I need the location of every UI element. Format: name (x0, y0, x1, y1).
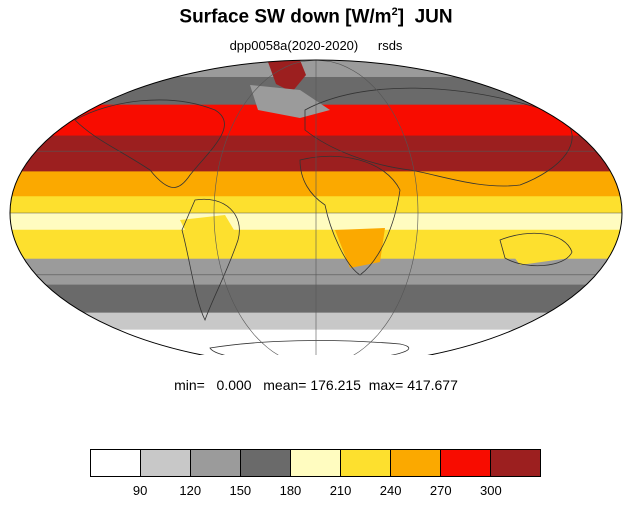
australia-coast (499, 232, 573, 267)
title-exponent: 2 (391, 6, 398, 18)
colorbar-label-0: 90 (132, 483, 148, 498)
title-month: JUN (414, 6, 453, 28)
title-close-bracket: ] (397, 6, 405, 28)
colorbar-box-8 (491, 450, 540, 476)
colorbar-label-1: 120 (179, 483, 202, 498)
statistics-line: min= 0.000 mean= 176.215 max= 417.677 (0, 377, 632, 393)
map-subtitle: dpp0058a(2020-2020) rsds (0, 38, 632, 53)
min-value: 0.000 (216, 377, 252, 393)
colorbar-label-7: 300 (480, 483, 502, 498)
subtitle-variable: rsds (377, 38, 403, 53)
colorbar-box-1 (141, 450, 191, 476)
colorbar-label-6: 270 (429, 483, 452, 498)
mollweide-map (9, 59, 623, 355)
mean-value: 176.215 (310, 377, 361, 393)
colorbar-label-3: 180 (279, 483, 302, 498)
max-label: max= (368, 377, 404, 393)
africa-south-patch (335, 228, 385, 268)
subtitle-experiment: dpp0058a(2020-2020) (229, 38, 359, 53)
colorbar-box-6 (391, 450, 441, 476)
colorbar-box-5 (341, 450, 391, 476)
south-america-yellow-patch (180, 215, 240, 250)
colorbar (90, 449, 541, 477)
greenland-patch (268, 60, 306, 92)
land-patches (180, 60, 570, 268)
colorbar-label-5: 240 (379, 483, 402, 498)
colorbar-box-0 (91, 450, 141, 476)
australia-patch (500, 232, 570, 265)
colorbar-label-2: 150 (229, 483, 252, 498)
map-title: Surface SW down [W/m2] JUN (0, 6, 632, 28)
colorbar-box-3 (241, 450, 291, 476)
antarctica-coast (209, 340, 410, 355)
colorbar-box-2 (191, 450, 241, 476)
mean-label: mean= (263, 377, 307, 393)
meridian-line-0 (213, 60, 317, 355)
africa-coast (299, 155, 401, 276)
meridian-line-2 (315, 60, 419, 355)
north-atlantic-gray-patch (250, 85, 330, 118)
colorbar-label-4: 210 (329, 483, 352, 498)
coastlines (74, 87, 573, 355)
south-america-coast (181, 198, 240, 322)
globe-outline (9, 59, 623, 355)
max-value: 417.677 (407, 377, 458, 393)
graticule (10, 60, 622, 355)
eurasia-coast (304, 87, 573, 187)
colorbar-box-4 (291, 450, 341, 476)
title-text: Surface SW down [W/m (179, 6, 392, 28)
colorbar-labels: 90 120 150 180 210 240 270 300 (90, 483, 541, 499)
colorbar-box-7 (441, 450, 491, 476)
north-america-coast (74, 99, 225, 188)
min-label: min= (174, 377, 205, 393)
